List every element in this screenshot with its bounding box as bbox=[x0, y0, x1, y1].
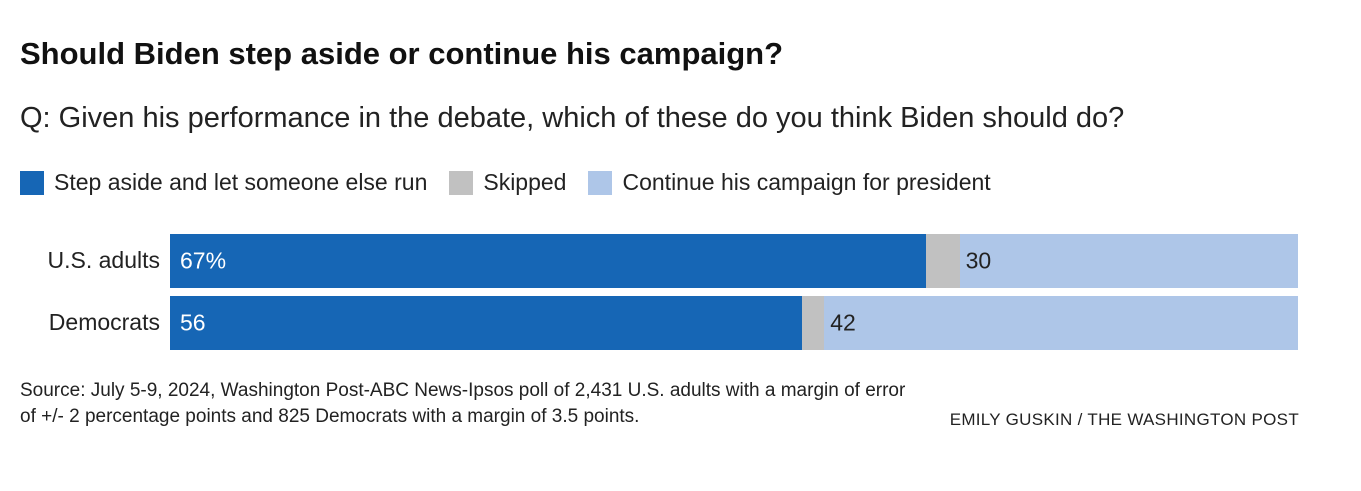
legend-swatch-step-aside bbox=[20, 170, 44, 195]
data-label: 56 bbox=[180, 309, 206, 336]
credit-line: EMILY GUSKIN / THE WASHINGTON POST bbox=[949, 410, 1299, 429]
bar-row: 56 42 bbox=[170, 296, 1298, 350]
legend-label-continue: Continue his campaign for president bbox=[622, 169, 991, 195]
bar-step-aside: 67% bbox=[170, 234, 926, 288]
legend-item-continue: Continue his campaign for president bbox=[588, 169, 991, 196]
legend-label-skipped: Skipped bbox=[483, 169, 567, 195]
bar-continue: 30 bbox=[959, 234, 1298, 288]
chart-subtitle: Q: Given his performance in the debate, … bbox=[20, 102, 1125, 134]
legend-swatch-continue bbox=[588, 170, 613, 195]
bar-skipped bbox=[925, 234, 960, 288]
legend: Step aside and let someone else run Skip… bbox=[20, 169, 1013, 196]
bar-step-aside: 56 bbox=[170, 296, 802, 350]
legend-item-step-aside: Step aside and let someone else run bbox=[20, 169, 427, 196]
row-label: Democrats bbox=[48, 309, 160, 335]
bar-continue: 42 bbox=[824, 296, 1298, 350]
bar-row: 67% 30 bbox=[170, 234, 1298, 288]
chart-title: Should Biden step aside or continue his … bbox=[20, 36, 784, 71]
legend-label-step-aside: Step aside and let someone else run bbox=[54, 169, 428, 195]
data-label: 30 bbox=[965, 247, 992, 274]
data-label: 42 bbox=[830, 309, 856, 336]
legend-swatch-skipped bbox=[449, 170, 474, 195]
data-label: 67% bbox=[180, 247, 227, 274]
source-note: Source: July 5-9, 2024, Washington Post-… bbox=[20, 380, 906, 427]
bar-skipped bbox=[801, 296, 825, 350]
legend-item-skipped: Skipped bbox=[449, 169, 566, 196]
row-label: U.S. adults bbox=[47, 247, 161, 273]
